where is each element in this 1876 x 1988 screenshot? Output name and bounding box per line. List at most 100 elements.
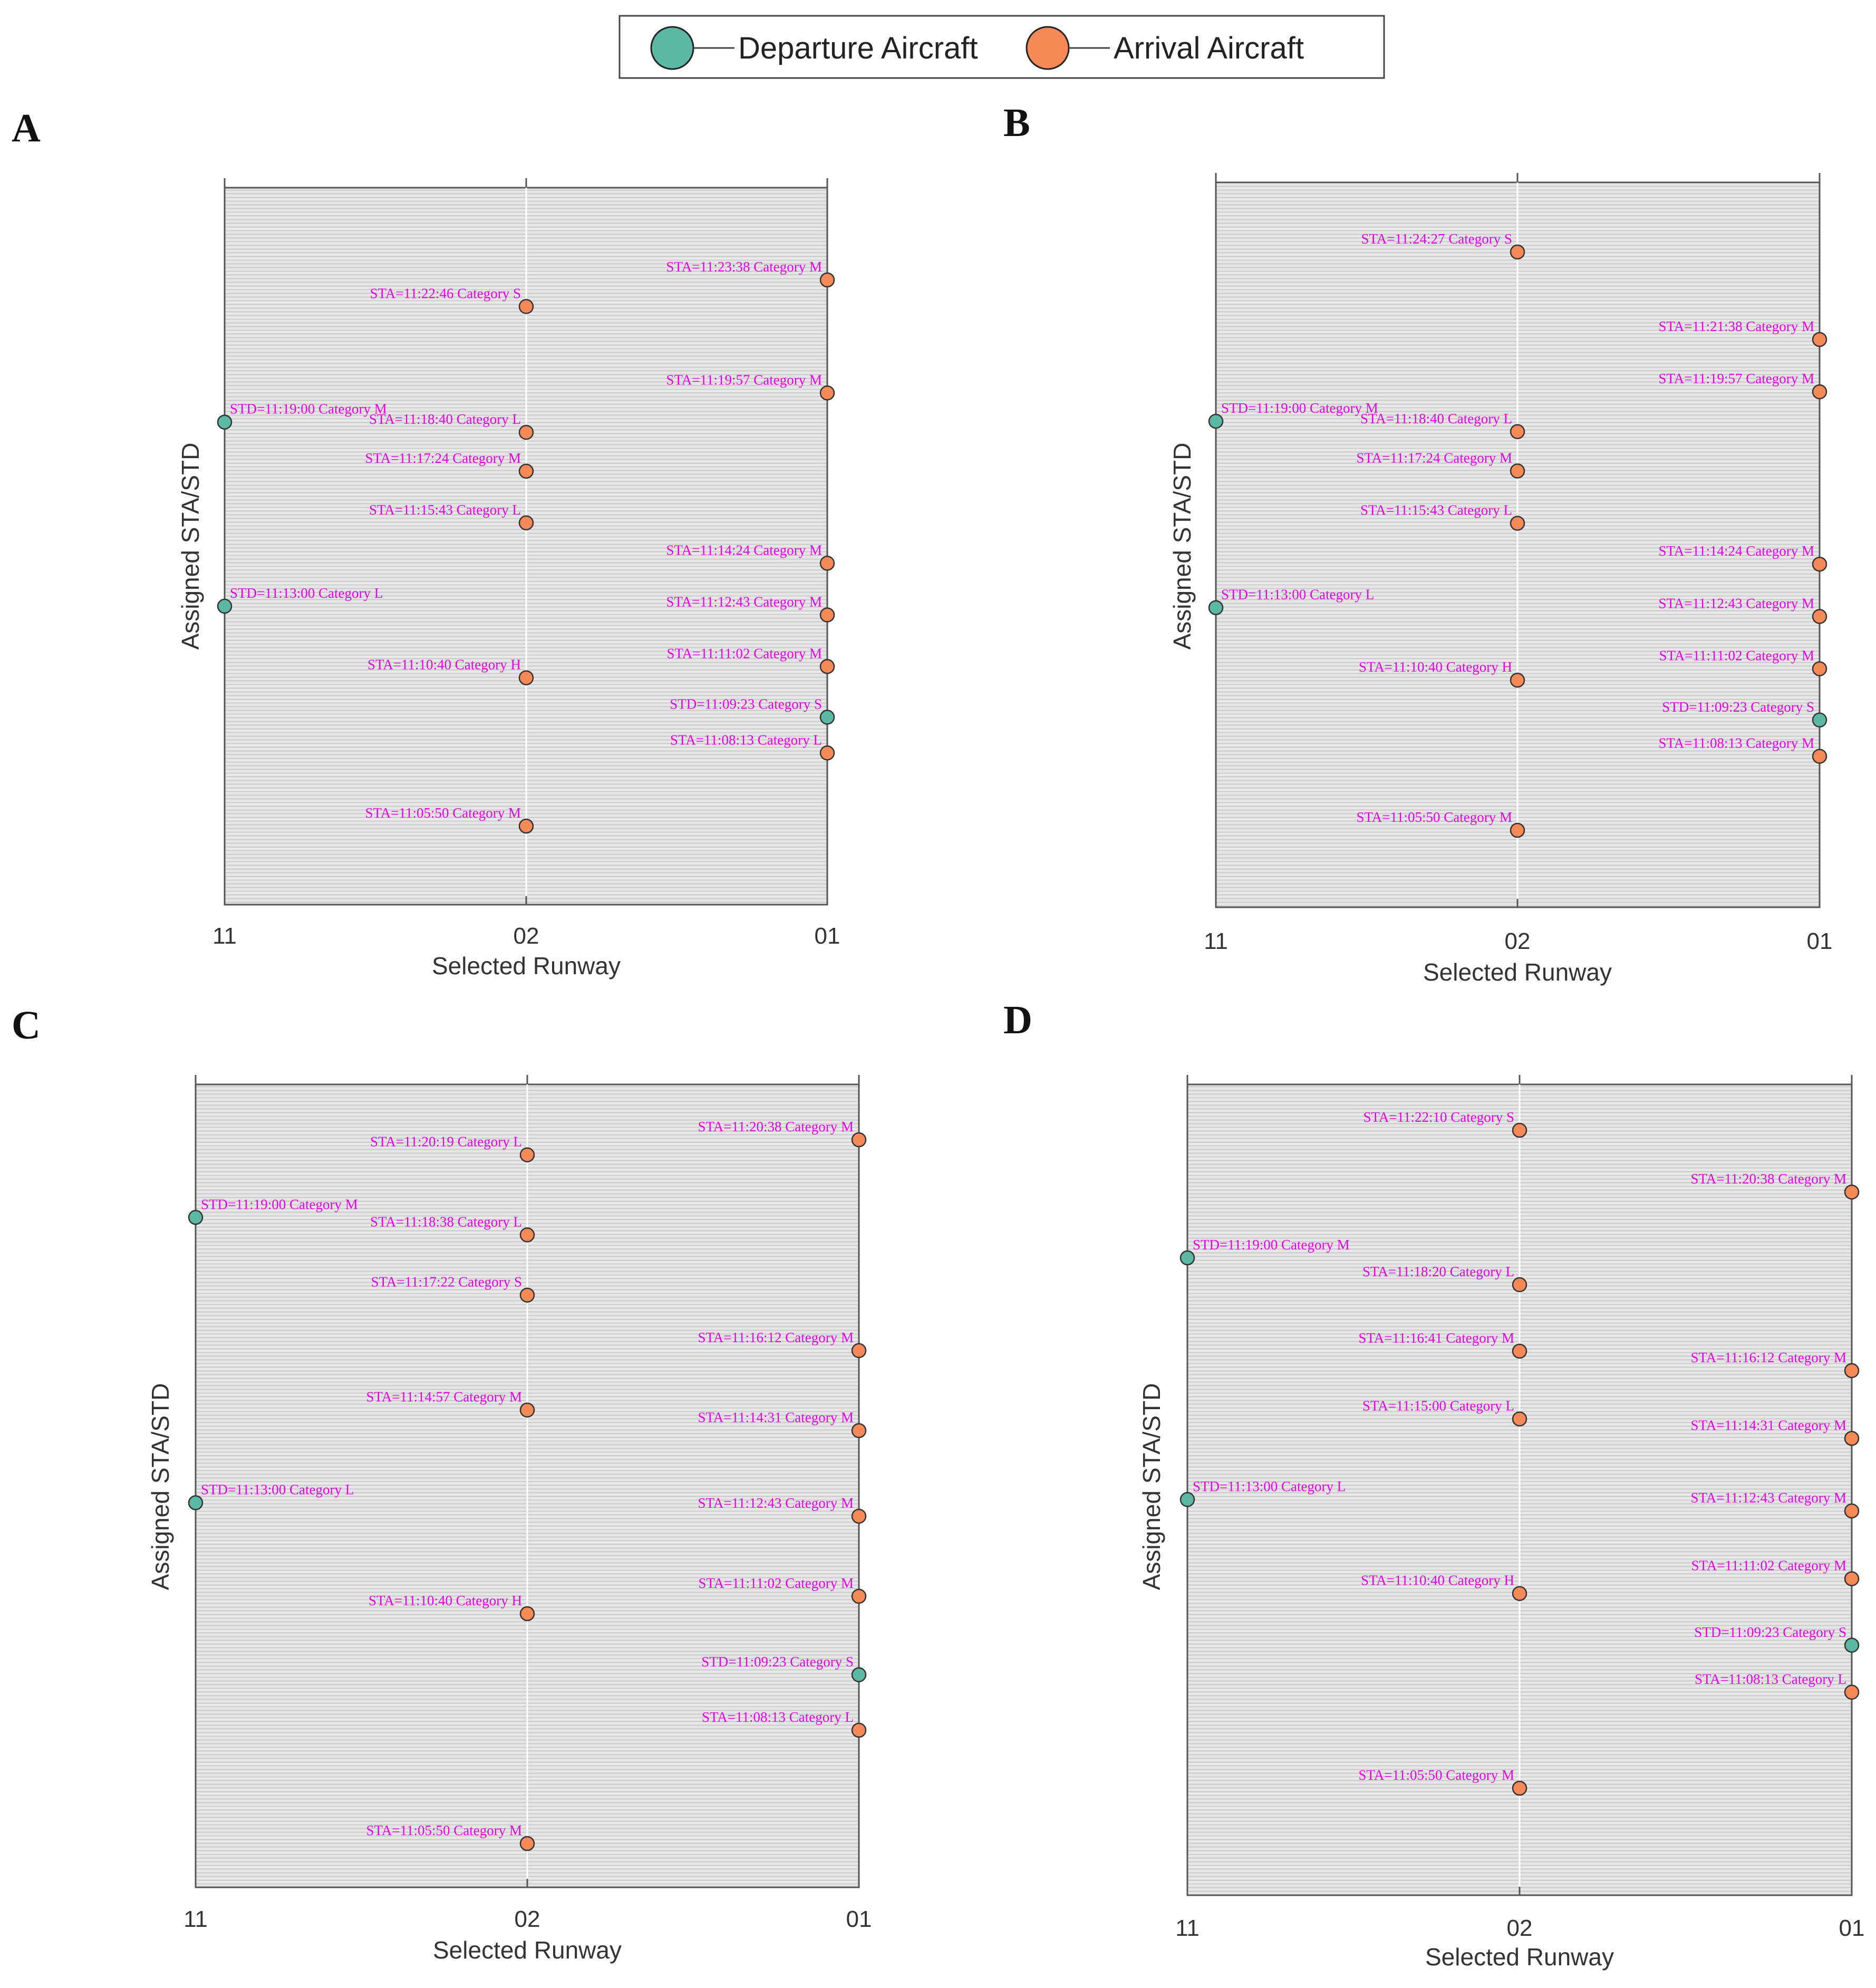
panel-b-arrival-11-19-57-point: [1812, 384, 1827, 400]
panel-d-arrival-11-08-13-point: [1844, 1684, 1860, 1700]
panel-d-arrival-11-05-50-label: STA=11:05:50 Category M: [1358, 1767, 1514, 1783]
panel-d-arrival-11-16-41-point: [1512, 1343, 1527, 1359]
panel-d-arrival-11-10-40-point: [1512, 1586, 1527, 1601]
panel-a-arrival-11-19-57-point: [819, 385, 835, 401]
panel-b-arrival-11-14-24-label: STA=11:14:24 Category M: [1658, 543, 1814, 559]
panel-c-departure-11-19-00-point: [188, 1210, 204, 1225]
panel-c-arrival-11-05-50-label: STA=11:05:50 Category M: [366, 1822, 522, 1838]
panel-d-arrival-11-16-12-label: STA=11:16:12 Category M: [1690, 1350, 1846, 1365]
panel-c-letter: C: [12, 1003, 41, 1048]
panel-b-departure-11-19-00-point: [1208, 413, 1224, 429]
panel-c-arrival-11-20-19-label: STA=11:20:19 Category L: [370, 1134, 522, 1150]
panel-d-arrival-11-12-43-point: [1844, 1503, 1860, 1519]
panel-b-arrival-11-12-43-label: STA=11:12:43 Category M: [1658, 595, 1814, 611]
panel-a-arrival-11-23-38-label: STA=11:23:38 Category M: [666, 259, 822, 275]
panel-c-ticks: [195, 1075, 860, 1887]
panel-b-arrival-11-11-02-label: STA=11:11:02 Category M: [1659, 648, 1814, 664]
panel-a-arrival-11-08-13-label: STA=11:08:13 Category L: [670, 732, 822, 748]
panel-c-departure-11-13-00-label: STD=11:13:00 Category L: [201, 1482, 354, 1498]
panel-b-ticks: [1215, 173, 1821, 907]
panel-c-arrival-11-16-12-label: STA=11:16:12 Category M: [698, 1330, 854, 1345]
panel-b-arrival-11-11-02-point: [1812, 661, 1827, 676]
panel-c-departure-11-09-23-label: STD=11:09:23 Category S: [701, 1654, 854, 1670]
panel-a-arrival-11-10-40-label: STA=11:10:40 Category H: [368, 657, 521, 673]
panel-a-arrival-11-17-24-label: STA=11:17:24 Category M: [365, 450, 521, 466]
panel-c-arrival-11-18-38-point: [519, 1227, 535, 1243]
panel-b-arrival-11-18-40-point: [1510, 424, 1525, 440]
panel-a-points: STA=11:23:38 Category M STA=11:22:46 Cate…: [217, 259, 835, 834]
panel-c-arrival-11-17-22-point: [519, 1287, 535, 1303]
panel-d-arrival-11-15-00-label: STA=11:15:00 Category L: [1362, 1398, 1514, 1414]
panel-b-departure-11-09-23-label: STD=11:09:23 Category S: [1662, 699, 1814, 715]
panel-c-arrival-11-12-43-point: [851, 1508, 867, 1524]
panel-a-arrival-11-19-57-label: STA=11:19:57 Category M: [666, 372, 822, 387]
panel-a-departure-11-09-23-label: STD=11:09:23 Category S: [670, 696, 822, 712]
panel-a-arrival-11-22-46-point: [518, 299, 534, 314]
panel-a-arrival-11-18-40-label: STA=11:18:40 Category L: [369, 411, 521, 427]
panel-a-arrival-11-05-50-label: STA=11:05:50 Category M: [365, 805, 521, 821]
panel-d-tick-label-01: 01: [1839, 1915, 1865, 1941]
panel-c-arrival-11-18-38-label: STA=11:18:38 Category L: [370, 1214, 522, 1229]
panel-b-arrival-11-05-50-label: STA=11:05:50 Category M: [1356, 809, 1512, 825]
panel-b-departure-11-09-23-point: [1812, 712, 1827, 728]
panel-b-arrival-11-21-38-label: STA=11:21:38 Category M: [1658, 318, 1814, 334]
panel-d-arrival-11-11-02-label: STA=11:11:02 Category M: [1691, 1558, 1846, 1574]
panel-d-arrival-11-14-31-point: [1844, 1431, 1860, 1446]
panel-d-arrival-11-20-38-point: [1844, 1184, 1860, 1200]
panel-b-departure-11-13-00-label: STD=11:13:00 Category L: [1221, 587, 1374, 603]
panel-a-arrival-11-14-24-point: [819, 556, 835, 571]
panel-b-tick-label-01: 01: [1807, 928, 1833, 954]
panel-d-arrival-11-18-20-label: STA=11:18:20 Category L: [1362, 1264, 1514, 1279]
panel-c-arrival-11-10-40-label: STA=11:10:40 Category H: [369, 1593, 522, 1608]
panel-d-departure-11-13-00-label: STD=11:13:00 Category L: [1193, 1478, 1346, 1494]
panel-b-arrival-11-08-13-point: [1812, 749, 1827, 764]
panel-c-tick-label-11: 11: [183, 1906, 208, 1932]
panel-a: A 11 02 01 Selected Runway Assigned STA/…: [12, 106, 840, 980]
panel-d-tick-label-11: 11: [1175, 1915, 1200, 1941]
panel-d-ticks: [1186, 1075, 1853, 1895]
panel-d-arrival-11-14-31-label: STA=11:14:31 Category M: [1690, 1418, 1846, 1433]
panel-d-arrival-11-18-20-point: [1512, 1277, 1527, 1293]
panel-a-arrival-11-23-38-point: [819, 272, 835, 288]
panel-c-tick-label-02: 02: [515, 1906, 540, 1932]
panel-b-tick-label-02: 02: [1505, 928, 1531, 954]
panel-c-arrival-11-20-38-point: [851, 1132, 867, 1148]
panel-c-arrival-11-20-19-point: [519, 1147, 535, 1162]
panel-c-arrival-11-11-02-label: STA=11:11:02 Category M: [698, 1575, 854, 1591]
panel-d-departure-11-19-00-point: [1179, 1250, 1195, 1266]
panel-a-tick-label-02: 02: [514, 923, 539, 949]
panel-a-y-axis-label: Assigned STA/STD: [177, 443, 204, 650]
panel-b-arrival-11-17-24-point: [1510, 463, 1525, 479]
panel-c-arrival-11-08-13-point: [851, 1722, 867, 1738]
panel-b-arrival-11-10-40-label: STA=11:10:40 Category H: [1359, 659, 1512, 675]
panel-b-arrival-11-21-38-point: [1812, 332, 1827, 347]
panel-b-letter: B: [1003, 101, 1030, 145]
panel-d-arrival-11-10-40-label: STA=11:10:40 Category H: [1361, 1573, 1514, 1588]
panel-c-arrival-11-12-43-label: STA=11:12:43 Category M: [698, 1495, 854, 1511]
panel-c-departure-11-19-00-label: STD=11:19:00 Category M: [201, 1196, 358, 1212]
panel-c-arrival-11-16-12-point: [851, 1343, 867, 1359]
panel-d-x-axis-label: Selected Runway: [1425, 1943, 1614, 1971]
panel-b-arrival-11-14-24-point: [1812, 556, 1827, 572]
panel-a-arrival-11-14-24-label: STA=11:14:24 Category M: [666, 542, 822, 558]
panel-d: D 11 02 01 Selected Runway Assigned STA/…: [1003, 998, 1864, 1971]
panel-c-arrival-11-14-57-point: [519, 1402, 535, 1418]
panel-d-departure-11-13-00-point: [1179, 1492, 1195, 1507]
panel-c-arrival-11-05-50-point: [519, 1836, 535, 1851]
panel-a-departure-11-13-00-label: STD=11:13:00 Category L: [230, 585, 383, 601]
panel-c-tick-label-01: 01: [846, 1906, 872, 1932]
panel-a-x-axis-label: Selected Runway: [432, 952, 621, 980]
panel-a-arrival-11-11-02-point: [819, 659, 835, 674]
panel-d-departure-11-09-23-label: STD=11:09:23 Category S: [1694, 1624, 1846, 1640]
panel-b-departure-11-19-00-label: STD=11:19:00 Category M: [1221, 400, 1378, 416]
legend: Departure Aircraft Arrival Aircraft: [618, 15, 1385, 79]
panel-b-arrival-11-12-43-point: [1812, 609, 1827, 624]
panel-c: C 11 02 01 Selected Runway Assigned STA/…: [12, 1003, 872, 1964]
panel-c-arrival-11-10-40-point: [519, 1606, 535, 1622]
panel-a-letter: A: [12, 106, 41, 150]
panel-b-x-axis-label: Selected Runway: [1423, 958, 1612, 986]
panel-d-arrival-11-11-02-point: [1844, 1571, 1860, 1586]
panel-b-tick-label-11: 11: [1204, 928, 1228, 954]
panel-d-y-axis-label: Assigned STA/STD: [1138, 1383, 1165, 1591]
